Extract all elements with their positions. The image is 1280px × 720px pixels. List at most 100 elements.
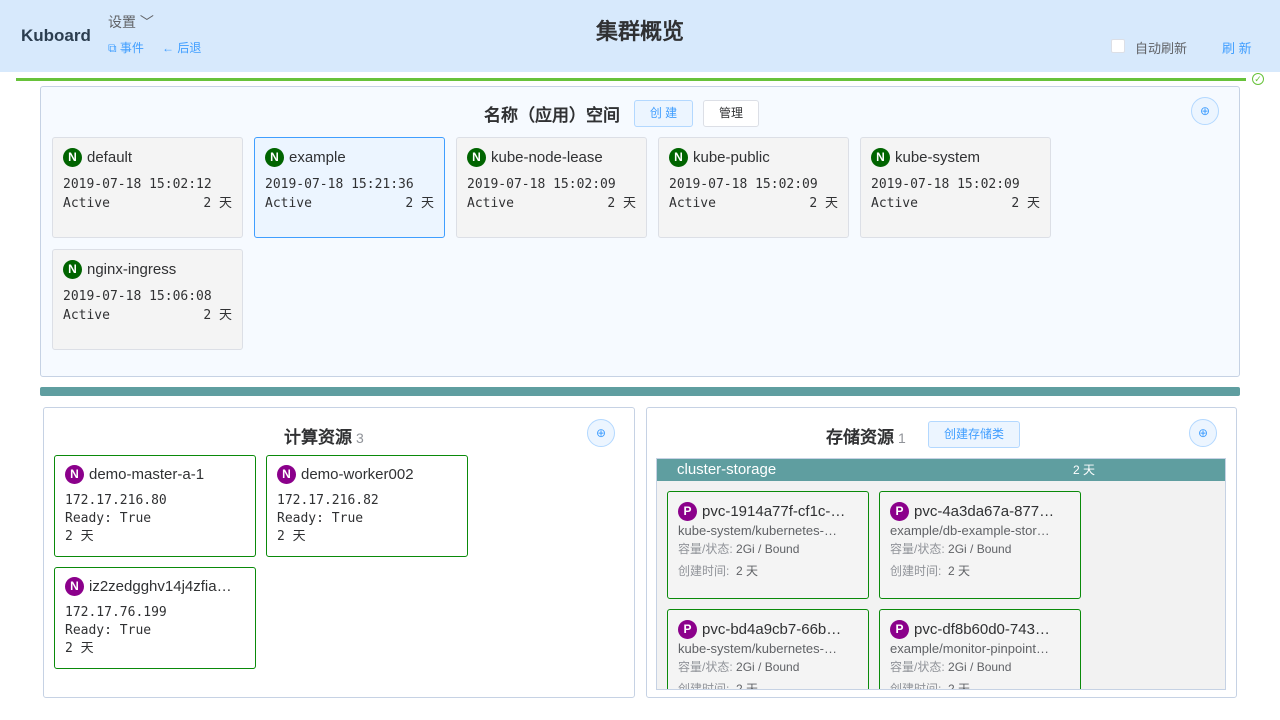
created-label: 创建时间: — [890, 682, 942, 690]
node-ip: 172.17.76.199 — [65, 605, 167, 620]
created-label: 创建时间: — [678, 564, 730, 578]
storage-class-name: cluster-storage — [677, 461, 777, 478]
create-namespace-button[interactable]: 创 建 — [634, 100, 693, 127]
namespace-status: Active — [63, 196, 110, 211]
namespace-status: Active — [63, 308, 110, 323]
pvc-capacity: 2Gi / Bound — [736, 660, 800, 674]
capacity-label: 容量/状态: — [678, 542, 733, 556]
check-circle-icon: ✓ — [1252, 73, 1264, 85]
zoom-in-icon[interactable]: ⊕ — [1189, 419, 1217, 447]
namespace-name: kube-public — [693, 149, 770, 166]
pvc-claim: kube-system/kubernetes-… — [678, 641, 837, 656]
node-badge-icon: N — [65, 465, 84, 484]
namespace-age: 2 天 — [203, 308, 232, 323]
namespace-status: Active — [467, 196, 514, 211]
storage-class-header[interactable]: cluster-storage 2 天 — [657, 459, 1225, 481]
namespace-title: 名称（应用）空间 — [484, 106, 620, 125]
pvc-badge-icon: P — [678, 620, 697, 639]
namespace-name: nginx-ingress — [87, 261, 177, 278]
events-link[interactable]: ⧉ 事件 — [108, 39, 144, 56]
namespace-age: 2 天 — [405, 196, 434, 211]
compute-title-text: 计算资源 — [284, 428, 352, 447]
namespace-badge-icon: N — [669, 148, 688, 167]
pvc-name: pvc-1914a77f-cf1c-… — [702, 503, 846, 520]
pvc-claim: kube-system/kubernetes-… — [678, 523, 837, 538]
namespace-name: kube-system — [895, 149, 981, 166]
node-ready: Ready: True — [277, 511, 364, 526]
compute-count: 3 — [356, 430, 364, 446]
node-badge-icon: N — [277, 465, 296, 484]
node-name: demo-worker002 — [301, 466, 414, 483]
pvc-badge-icon: P — [890, 620, 909, 639]
namespace-created: 2019-07-18 15:06:08 — [63, 289, 212, 304]
namespace-badge-icon: N — [265, 148, 284, 167]
namespace-created: 2019-07-18 15:02:09 — [467, 177, 616, 192]
pvc-badge-icon: P — [890, 502, 909, 521]
namespace-name: example — [289, 149, 346, 166]
zoom-in-icon[interactable]: ⊕ — [1191, 97, 1219, 125]
pvc-age: 2 天 — [948, 564, 971, 578]
namespace-age: 2 天 — [607, 196, 636, 211]
pvc-name: pvc-bd4a9cb7-66b… — [702, 621, 842, 638]
pvc-capacity: 2Gi / Bound — [948, 660, 1012, 674]
namespace-created: 2019-07-18 15:02:12 — [63, 177, 212, 192]
namespace-name: kube-node-lease — [491, 149, 603, 166]
namespace-badge-icon: N — [467, 148, 486, 167]
pvc-name: pvc-df8b60d0-743… — [914, 621, 1050, 638]
node-age: 2 天 — [277, 529, 306, 544]
pvc-age: 2 天 — [736, 682, 759, 690]
pvc-age: 2 天 — [736, 564, 759, 578]
namespace-status: Active — [871, 196, 918, 211]
pvc-badge-icon: P — [678, 502, 697, 521]
node-ip: 172.17.216.80 — [65, 493, 167, 508]
create-storage-class-button[interactable]: 创建存储类 — [928, 421, 1020, 448]
settings-dropdown[interactable]: 设置 ﹀ — [108, 12, 154, 32]
namespace-status: Active — [669, 196, 716, 211]
namespace-created: 2019-07-18 15:21:36 — [265, 177, 414, 192]
namespace-badge-icon: N — [63, 260, 82, 279]
storage-title: 存储资源 1 — [826, 423, 906, 448]
created-label: 创建时间: — [890, 564, 942, 578]
pvc-capacity: 2Gi / Bound — [948, 542, 1012, 556]
auto-refresh-checkbox[interactable] — [1111, 39, 1125, 53]
events-icon: ⧉ — [108, 41, 117, 55]
section-divider — [40, 387, 1240, 396]
storage-title-text: 存储资源 — [826, 428, 894, 447]
auto-refresh-label[interactable]: 自动刷新 — [1135, 41, 1188, 56]
page-title: 集群概览 — [595, 19, 684, 44]
refresh-button[interactable]: 刷 新 — [1222, 41, 1252, 56]
namespace-age: 2 天 — [1011, 196, 1040, 211]
brand-logo: Kuboard — [21, 26, 91, 45]
zoom-in-icon[interactable]: ⊕ — [587, 419, 615, 447]
manage-namespace-button[interactable]: 管理 — [703, 100, 759, 127]
back-label: 后退 — [177, 41, 202, 55]
capacity-label: 容量/状态: — [890, 542, 945, 556]
compute-title: 计算资源 3 — [284, 423, 364, 448]
namespace-name: default — [87, 149, 133, 166]
namespace-status: Active — [265, 196, 312, 211]
pvc-claim: example/db-example-stor… — [890, 523, 1050, 538]
created-label: 创建时间: — [678, 682, 730, 690]
node-ready: Ready: True — [65, 511, 152, 526]
storage-class-age: 2 天 — [1073, 463, 1096, 477]
node-ip: 172.17.216.82 — [277, 493, 379, 508]
back-link[interactable]: ← 后退 — [162, 39, 201, 56]
namespace-age: 2 天 — [203, 196, 232, 211]
pvc-capacity: 2Gi / Bound — [736, 542, 800, 556]
top-bar: Kuboard 设置 ﹀ ⧉ 事件 ← 后退 集群概览 自动刷新 刷 新 — [0, 0, 1280, 72]
